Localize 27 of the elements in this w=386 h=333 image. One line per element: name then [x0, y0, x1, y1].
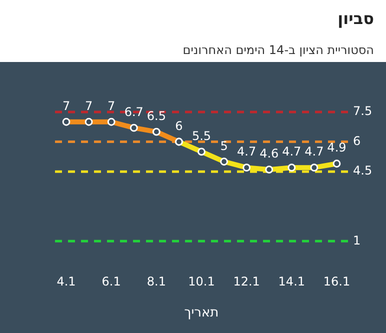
- ref-line-label: 4.5: [353, 164, 372, 178]
- chart-subtitle: הסטוריית הציון ב-14 הימים האחרונים: [182, 42, 374, 57]
- data-label: 4.7: [282, 144, 302, 159]
- data-label: 5.5: [192, 128, 212, 143]
- data-label: 4.7: [304, 144, 324, 159]
- data-label: 6.5: [146, 108, 166, 123]
- ref-line-label: 1: [353, 233, 361, 248]
- x-tick-label: 10.1: [188, 274, 215, 288]
- data-label: 6.7: [124, 104, 144, 119]
- ref-line-label: 7.5: [353, 104, 372, 118]
- ref-line-label: 6: [353, 134, 361, 148]
- data-label: 7: [108, 99, 116, 113]
- data-label: 7: [62, 99, 70, 113]
- data-label: 5: [220, 138, 228, 153]
- x-tick-label: 12.1: [233, 274, 260, 288]
- data-label: 7: [84, 99, 93, 113]
- data-label: 6: [175, 118, 183, 133]
- data-label: 4.7: [237, 144, 256, 159]
- data-label: 4.6: [260, 146, 279, 161]
- x-tick-label: 6.1: [102, 274, 121, 288]
- x-tick-label: 8.1: [146, 274, 166, 288]
- chart-title: סביון: [336, 8, 374, 30]
- x-tick-label: 14.1: [278, 274, 306, 288]
- x-tick-label: 16.1: [323, 274, 350, 288]
- data-label: 4.9: [327, 140, 346, 155]
- x-tick-label: 4.1: [56, 274, 76, 288]
- x-axis-title: תאריך: [184, 306, 219, 321]
